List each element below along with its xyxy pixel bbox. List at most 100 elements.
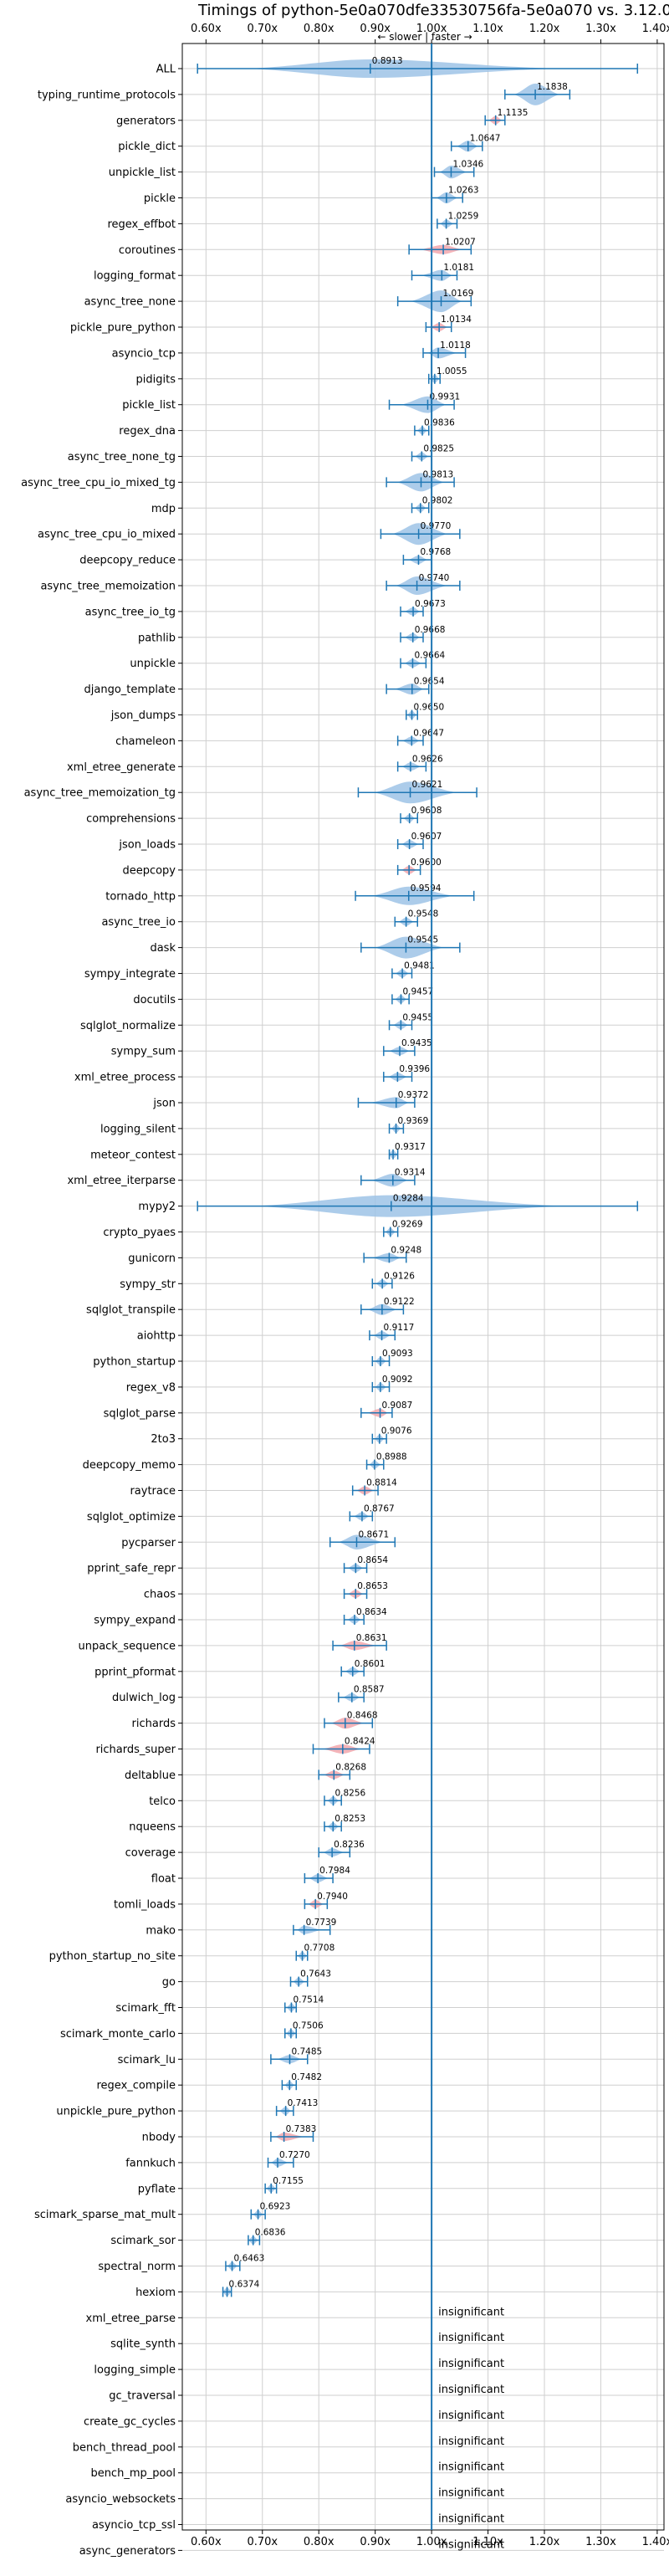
benchmark-label: sqlglot_parse: [104, 1407, 176, 1420]
benchmark-label: async_tree_io_tg: [85, 606, 176, 618]
value-label: 0.8653: [357, 1581, 388, 1591]
value-label: 0.9545: [407, 935, 438, 945]
benchmark-label: fannkuch: [125, 2157, 176, 2169]
value-label: 0.9650: [414, 703, 445, 713]
value-label: 0.9481: [404, 961, 435, 971]
benchmark-label: sympy_sum: [111, 1046, 176, 1058]
insignificant-label: insignificant: [438, 2435, 504, 2448]
insignificant-label: insignificant: [438, 2410, 504, 2422]
benchmark-label: richards_super: [95, 1744, 176, 1756]
value-label: 0.9626: [412, 754, 443, 764]
value-label: 0.9740: [419, 573, 450, 583]
benchmark-label: async_tree_memoization_tg: [24, 787, 176, 800]
benchmark-label: scimark_sor: [110, 2235, 176, 2247]
value-label: 0.9396: [399, 1064, 430, 1074]
benchmark-label: coroutines: [119, 244, 176, 257]
benchmark-label: async_tree_none_tg: [68, 451, 176, 463]
benchmark-label: unpack_sequence: [78, 1640, 176, 1652]
value-label: 0.9608: [411, 806, 442, 816]
value-label: 0.9813: [423, 469, 454, 479]
benchmark-label: deepcopy: [122, 864, 176, 877]
value-label: 0.6923: [260, 2202, 291, 2212]
benchmark-label: async_tree_memoization: [40, 581, 176, 593]
benchmark-label: regex_compile: [96, 2080, 176, 2092]
benchmark-label: regex_dna: [119, 425, 176, 438]
benchmark-label: deepcopy_reduce: [79, 555, 176, 567]
benchmark-label: deepcopy_memo: [83, 1459, 176, 1472]
value-label: 0.9673: [415, 599, 446, 609]
value-label: 0.8913: [372, 56, 403, 66]
benchmark-label: unpickle: [130, 658, 176, 670]
value-label: 0.7514: [293, 1995, 324, 2005]
value-label: 1.0134: [441, 315, 472, 325]
value-label: 0.9600: [411, 858, 442, 868]
x-tick-label-bottom: 1.10x: [472, 2536, 503, 2548]
value-label: 0.8767: [364, 1503, 395, 1513]
value-label: 0.9548: [408, 909, 439, 919]
benchmark-label: django_template: [84, 684, 176, 696]
value-label: 0.7739: [306, 1918, 337, 1928]
value-label: 0.8634: [356, 1607, 387, 1617]
benchmark-label: python_startup_no_site: [49, 1950, 176, 1963]
value-label: 1.1838: [537, 82, 568, 92]
benchmark-label: scimark_fft: [115, 2002, 176, 2015]
x-axis-top: 0.60x 0.70x 0.80x 0.90x 1.00x 1.10x 1.20x 1.30x…: [191, 23, 669, 44]
value-label: 1.0207: [445, 237, 476, 247]
value-label: 0.9317: [395, 1142, 426, 1152]
value-label: 0.9087: [382, 1401, 413, 1411]
x-tick-label-top: 1.00x: [416, 23, 447, 35]
benchmark-label: pickle: [144, 192, 176, 205]
benchmark-label: tomli_loads: [114, 1898, 176, 1911]
benchmark-label: sympy_expand: [94, 1615, 176, 1627]
x-tick-label-top: 0.90x: [360, 23, 391, 35]
benchmark-label: logging_simple: [94, 2364, 176, 2377]
benchmark-label: gc_traversal: [109, 2390, 176, 2403]
value-label: 0.7485: [291, 2046, 322, 2056]
value-label: 0.7155: [273, 2176, 304, 2186]
x-tick-label-bottom: 0.90x: [360, 2536, 391, 2548]
benchmark-label: chaos: [144, 1589, 176, 1601]
grid-lines: [182, 44, 664, 2551]
benchmark-label: async_tree_cpu_io_mixed: [38, 529, 176, 541]
value-label: 0.9372: [398, 1090, 429, 1100]
value-label: 0.9122: [384, 1297, 415, 1307]
value-label: 0.9457: [402, 986, 433, 996]
benchmark-label: asyncio_tcp_ssl: [92, 2519, 176, 2532]
benchmark-rows: ALL 0.8913 typing_runtime_protocols 1.1838 g…: [21, 56, 639, 2558]
benchmark-label: scimark_lu: [118, 2054, 176, 2066]
benchmark-label: spectral_norm: [98, 2261, 176, 2273]
value-label: 0.7270: [279, 2150, 310, 2160]
benchmark-label: mdp: [151, 503, 176, 515]
insignificant-label: insignificant: [438, 2538, 504, 2551]
value-label: 0.8256: [334, 1788, 365, 1798]
benchmark-label: xml_etree_parse: [86, 2312, 176, 2325]
benchmark-label: python_startup: [93, 1356, 176, 1369]
benchmark-label: async_tree_cpu_io_mixed_tg: [21, 477, 176, 489]
value-label: 0.8814: [366, 1478, 397, 1488]
benchmark-label: async_generators: [79, 2545, 176, 2558]
insignificant-label: insignificant: [438, 2332, 504, 2344]
value-label: 0.9369: [398, 1116, 429, 1126]
value-label: 0.9768: [420, 547, 451, 557]
benchmark-label: pycparser: [121, 1537, 176, 1549]
benchmark-label: richards: [132, 1718, 176, 1730]
benchmark-label: unpickle_pure_python: [56, 2106, 176, 2118]
value-label: 0.8424: [345, 1737, 375, 1747]
benchmark-label: logging_format: [94, 270, 176, 283]
value-label: 0.9076: [381, 1426, 412, 1437]
value-label: 0.9607: [411, 832, 442, 842]
value-label: 0.6374: [229, 2279, 260, 2289]
value-label: 0.7506: [293, 2020, 324, 2031]
benchmark-label: pyflate: [138, 2183, 176, 2195]
value-label: 0.8671: [358, 1529, 389, 1539]
benchmark-label: float: [151, 1873, 176, 1886]
x-tick-label-bottom: 1.00x: [416, 2536, 447, 2548]
value-label: 0.8587: [354, 1685, 385, 1695]
benchmark-label: logging_silent: [100, 1123, 176, 1135]
benchmark-label: pickle_pure_python: [70, 322, 176, 335]
benchmark-label: aiohttp: [137, 1330, 176, 1343]
value-label: 0.9770: [421, 521, 452, 531]
value-label: 0.8253: [334, 1814, 365, 1824]
benchmark-label: xml_etree_process: [74, 1072, 176, 1084]
benchmark-label: raytrace: [130, 1485, 176, 1498]
